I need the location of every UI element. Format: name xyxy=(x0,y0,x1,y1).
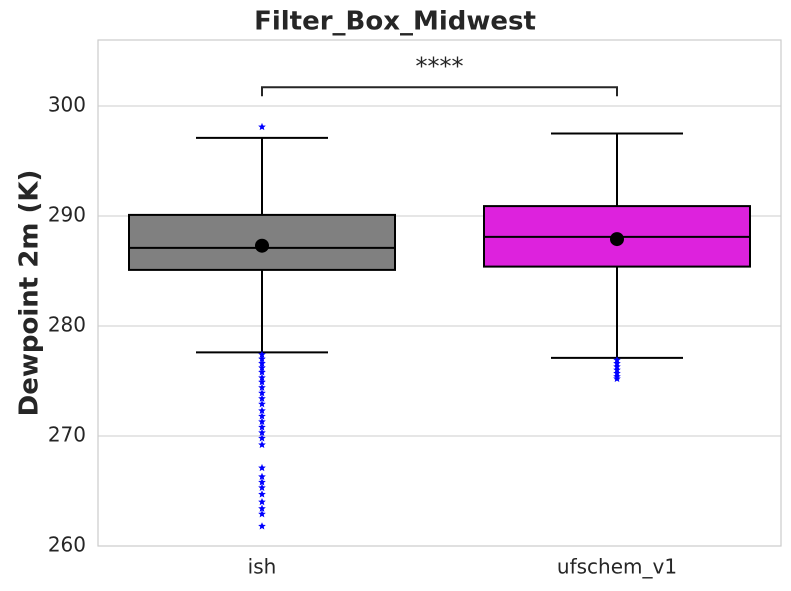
y-axis-label: Dewpoint 2m (K) xyxy=(15,170,45,417)
y-tick-label: 290 xyxy=(48,203,86,227)
outlier xyxy=(258,440,266,449)
outlier xyxy=(258,363,266,372)
y-tick-label: 270 xyxy=(48,423,86,447)
outlier xyxy=(258,394,266,402)
significance-bracket xyxy=(261,86,618,97)
outlier xyxy=(258,417,266,425)
outlier xyxy=(258,378,266,386)
mean-marker xyxy=(610,232,624,247)
x-tick-label: ufschem_v1 xyxy=(557,555,677,579)
outlier xyxy=(258,472,266,480)
y-tick-label: 260 xyxy=(48,533,86,557)
outlier xyxy=(258,510,266,518)
chart-title: Filter_Box_Midwest xyxy=(254,7,536,37)
mean-marker xyxy=(255,238,269,253)
y-tick-label: 280 xyxy=(48,313,86,337)
outlier xyxy=(258,504,266,512)
outlier xyxy=(258,483,266,491)
outlier xyxy=(258,490,266,498)
outlier xyxy=(258,463,266,472)
significance-label: **** xyxy=(416,52,464,80)
plot-frame xyxy=(97,39,782,547)
outlier xyxy=(258,412,266,420)
outlier xyxy=(258,428,266,436)
outlier xyxy=(258,373,266,381)
y-tick-label: 300 xyxy=(48,93,86,117)
outlier xyxy=(613,374,621,383)
outlier xyxy=(258,434,266,442)
outlier xyxy=(258,368,266,376)
outlier xyxy=(258,383,266,391)
outlier xyxy=(258,350,266,358)
box xyxy=(128,213,396,271)
x-tick-label: ish xyxy=(248,555,277,579)
outlier xyxy=(258,389,266,397)
outlier xyxy=(258,359,266,367)
outlier xyxy=(258,498,266,506)
outlier xyxy=(258,355,266,363)
outlier xyxy=(258,122,266,131)
outlier xyxy=(258,522,266,530)
outlier xyxy=(258,478,266,486)
outlier xyxy=(258,400,266,408)
outlier xyxy=(258,423,266,431)
outlier xyxy=(258,406,266,414)
